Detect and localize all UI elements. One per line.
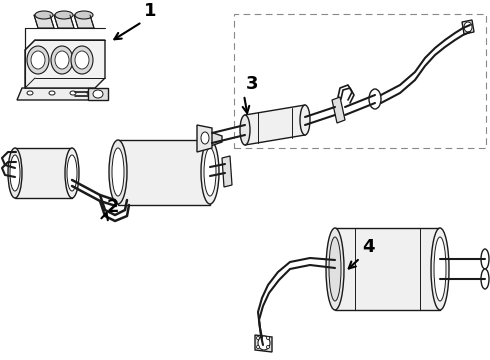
Ellipse shape	[201, 132, 209, 144]
Polygon shape	[25, 40, 105, 88]
Ellipse shape	[267, 337, 270, 339]
Ellipse shape	[10, 155, 20, 191]
Ellipse shape	[109, 140, 127, 204]
Ellipse shape	[464, 22, 472, 32]
Bar	[234, 14, 486, 148]
Polygon shape	[335, 228, 440, 310]
Ellipse shape	[300, 105, 310, 135]
Text: 4: 4	[362, 238, 374, 256]
Ellipse shape	[35, 11, 53, 19]
Polygon shape	[205, 130, 222, 148]
Ellipse shape	[67, 155, 77, 191]
Ellipse shape	[71, 46, 93, 74]
Ellipse shape	[431, 228, 449, 310]
Ellipse shape	[256, 337, 260, 339]
Polygon shape	[245, 105, 305, 145]
Polygon shape	[74, 15, 94, 28]
Polygon shape	[222, 156, 232, 187]
Polygon shape	[17, 88, 100, 100]
Polygon shape	[462, 20, 474, 34]
Ellipse shape	[31, 51, 45, 69]
Text: 2: 2	[107, 198, 120, 216]
Ellipse shape	[240, 115, 250, 145]
Ellipse shape	[51, 46, 73, 74]
Ellipse shape	[481, 269, 489, 289]
Polygon shape	[54, 15, 74, 28]
Polygon shape	[118, 140, 210, 205]
Ellipse shape	[65, 148, 79, 198]
Polygon shape	[197, 125, 212, 152]
Ellipse shape	[258, 336, 270, 350]
Ellipse shape	[75, 11, 93, 19]
Ellipse shape	[27, 91, 33, 95]
Text: 3: 3	[246, 75, 259, 93]
Ellipse shape	[93, 90, 103, 98]
Ellipse shape	[70, 91, 76, 95]
Polygon shape	[15, 148, 72, 198]
Ellipse shape	[27, 46, 49, 74]
Ellipse shape	[55, 11, 73, 19]
Ellipse shape	[481, 249, 489, 269]
Ellipse shape	[49, 91, 55, 95]
Ellipse shape	[112, 148, 124, 196]
Ellipse shape	[434, 237, 446, 301]
Ellipse shape	[369, 89, 381, 109]
Ellipse shape	[87, 91, 93, 95]
Ellipse shape	[204, 148, 216, 196]
Ellipse shape	[75, 51, 89, 69]
Ellipse shape	[55, 51, 69, 69]
Text: 1: 1	[144, 2, 156, 20]
Polygon shape	[255, 335, 272, 352]
Ellipse shape	[329, 237, 341, 301]
Ellipse shape	[201, 140, 219, 204]
Polygon shape	[34, 15, 54, 28]
Ellipse shape	[256, 346, 260, 348]
Ellipse shape	[326, 228, 344, 310]
Polygon shape	[88, 88, 108, 100]
Polygon shape	[332, 97, 345, 123]
Ellipse shape	[8, 148, 22, 198]
Ellipse shape	[267, 346, 270, 348]
